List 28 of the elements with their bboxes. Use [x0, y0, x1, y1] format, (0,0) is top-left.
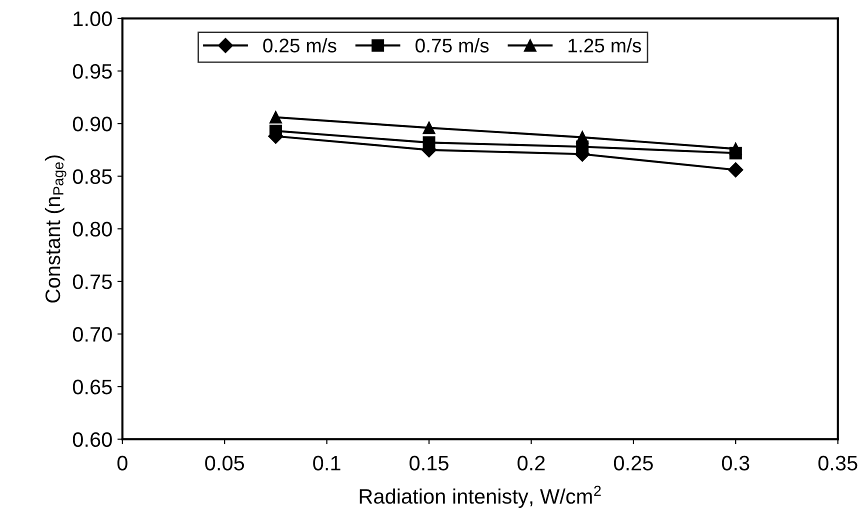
- x-tick-label: 0.1: [313, 456, 340, 470]
- point: [729, 142, 742, 156]
- y-tick-label: 0.95: [72, 64, 112, 79]
- x-axis-title: Radiation intenisty, W/cm$^{2}$: [360, 486, 601, 508]
- y-tick-label: 0.65: [72, 380, 112, 394]
- y-tick-label: 1.00: [74, 11, 112, 26]
- point: [269, 111, 282, 124]
- legend-label: 0.25 m/s: [263, 38, 336, 52]
- y-tick-label: 0.75: [72, 274, 112, 290]
- x-tick-label: 0.2: [518, 456, 545, 470]
- y-tick-label: 0.80: [72, 222, 112, 237]
- y-tick-label: 0.85: [72, 169, 112, 184]
- x-tick-label: 0.05: [205, 456, 244, 470]
- legend-label: 1.25 m/s: [568, 38, 641, 52]
- point: [422, 136, 436, 149]
- point: [422, 122, 436, 134]
- x-tick-label: 0: [117, 456, 128, 470]
- x-tick-label: 0.3: [722, 456, 750, 470]
- point: [728, 162, 744, 178]
- y-tick-label: 0.60: [72, 432, 112, 447]
- point: [576, 131, 589, 144]
- legend-label: 0.75 m/s: [416, 38, 489, 52]
- y-tick-label: 0.90: [72, 116, 112, 132]
- x-tick-label: 0.25: [614, 456, 653, 470]
- x-tick-label: 0.35: [818, 456, 858, 470]
- y-tick-label: 0.70: [72, 327, 112, 342]
- x-tick-label: 0.15: [410, 456, 448, 470]
- y-axis-title: Constant (n$_{Page}$): [44, 155, 66, 303]
